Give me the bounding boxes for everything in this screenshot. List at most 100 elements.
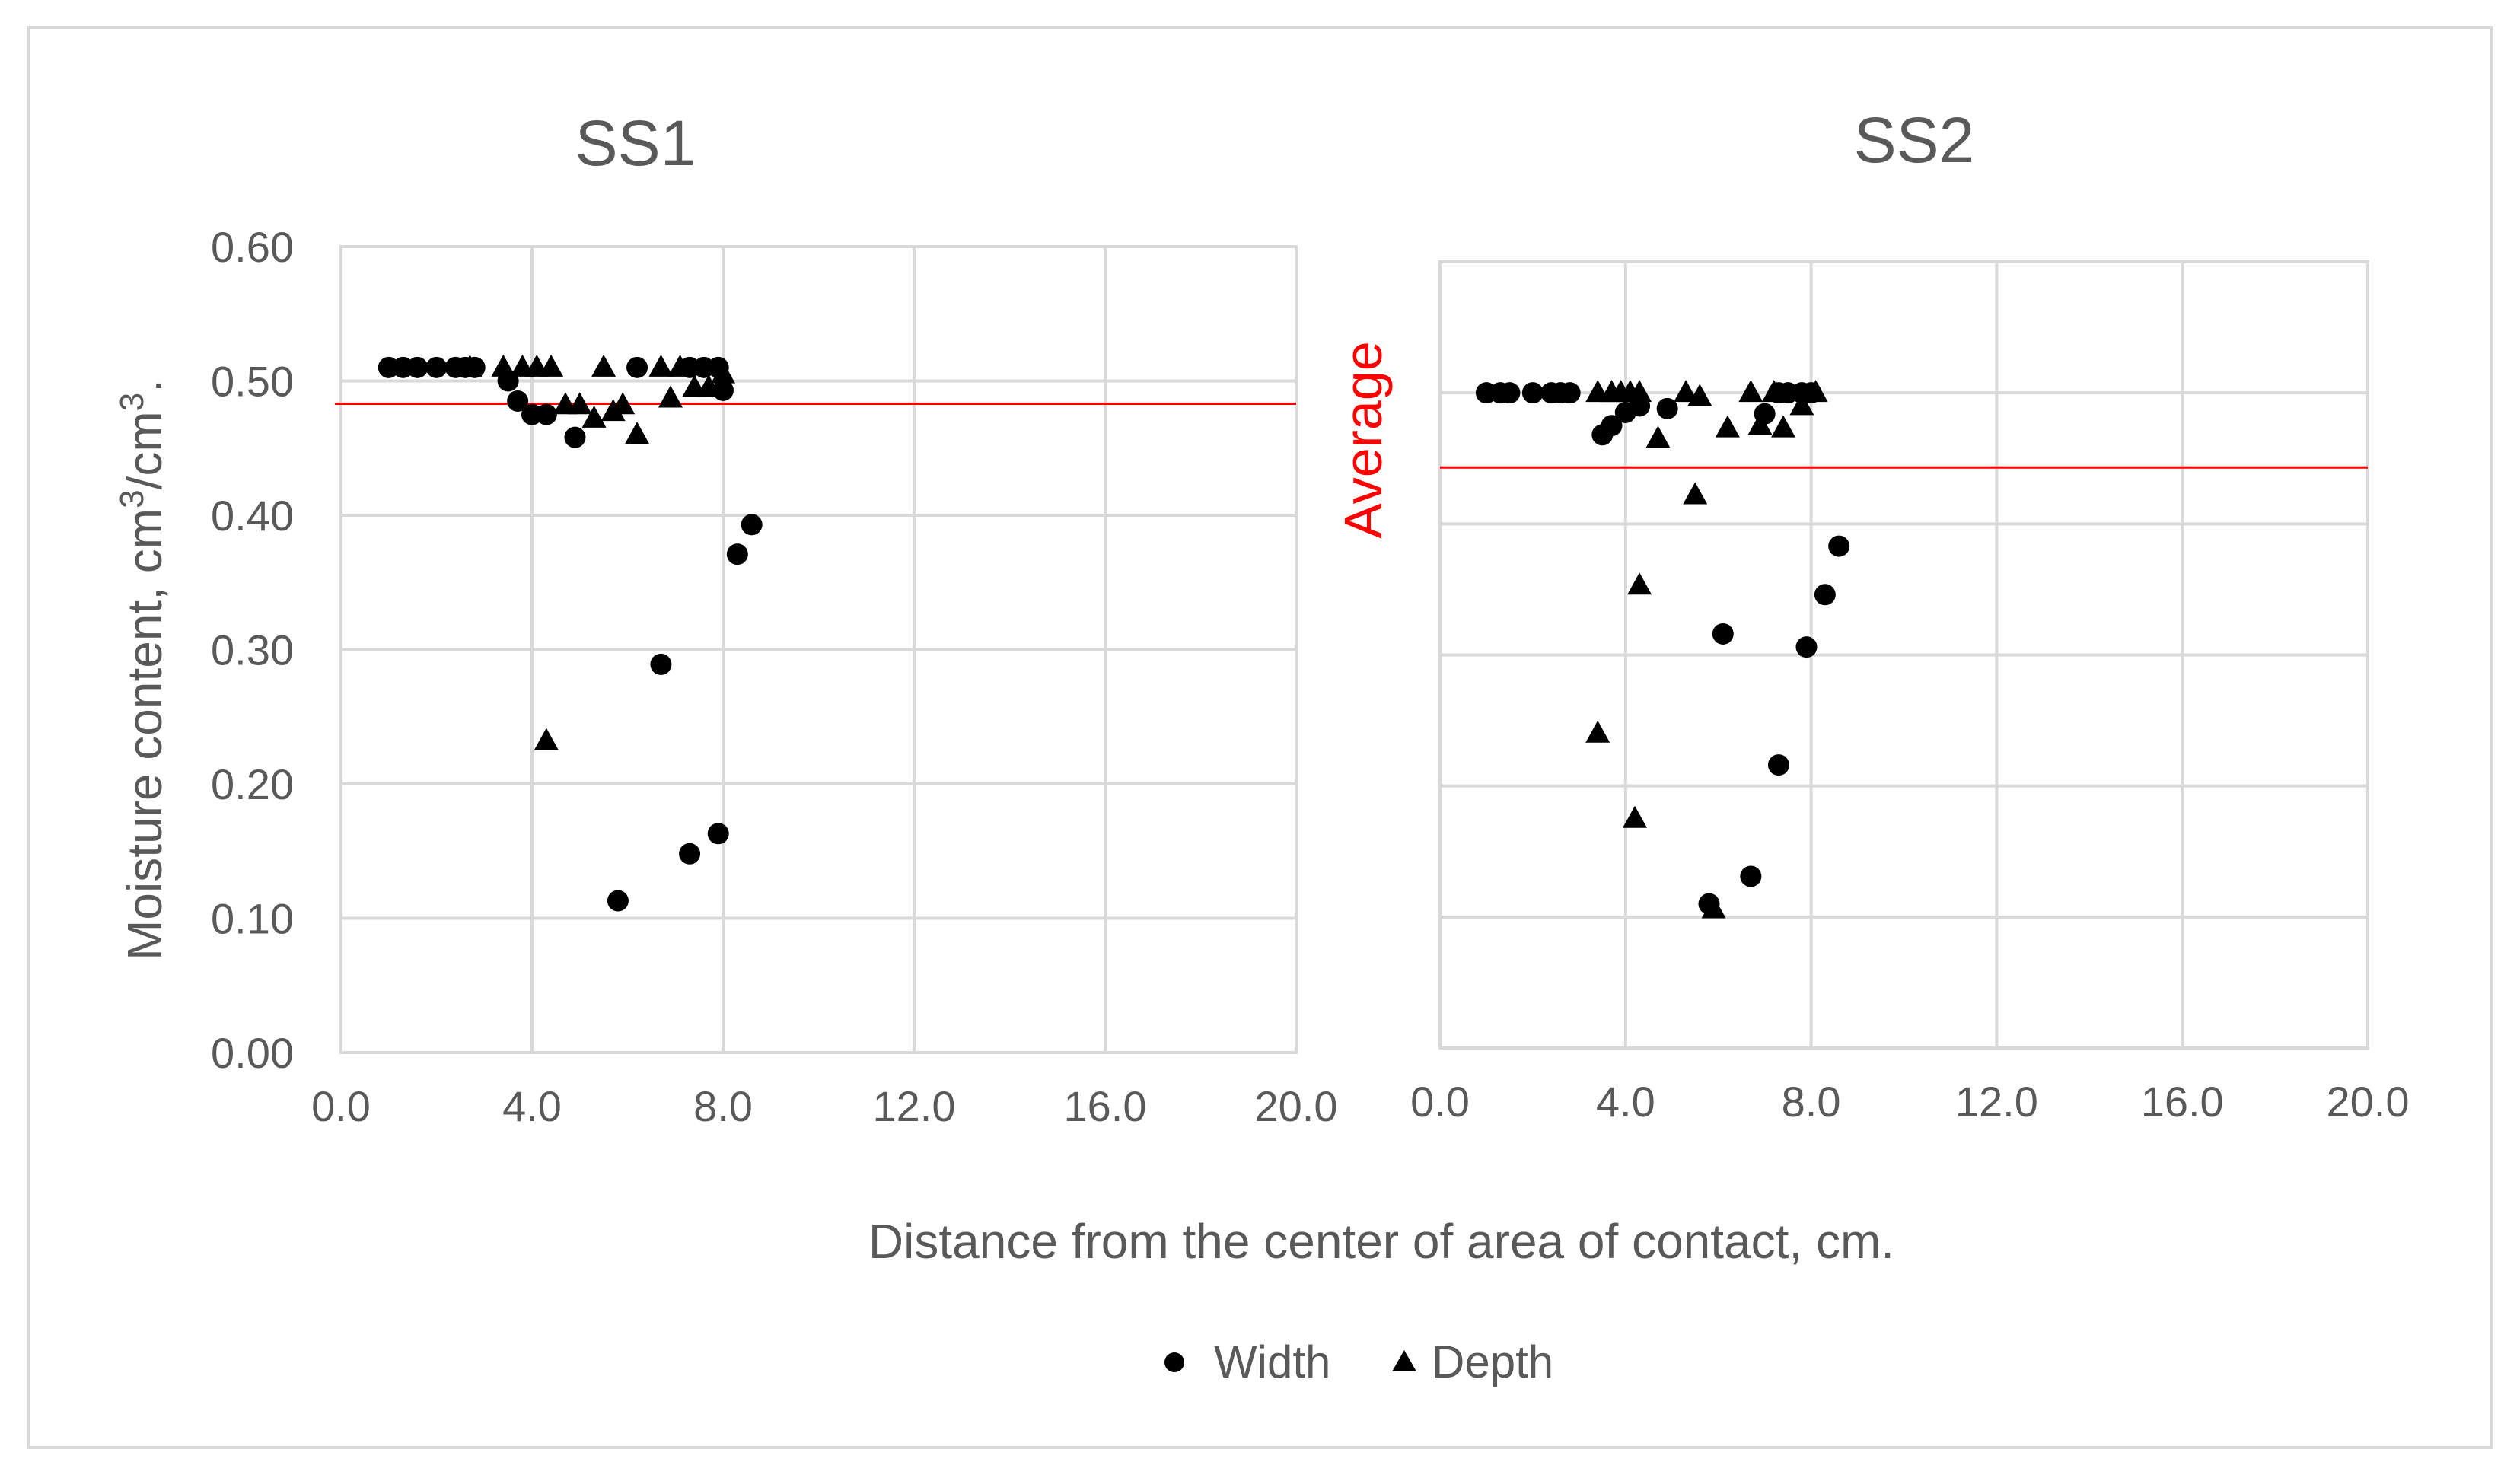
point-width bbox=[679, 843, 701, 865]
point-depth bbox=[1687, 384, 1712, 406]
point-width bbox=[1601, 415, 1623, 437]
point-width bbox=[1521, 382, 1544, 404]
point-width bbox=[535, 403, 557, 425]
chart-ss2: 0.0 4.0 8.0 12.0 16.0 20.0 SS2 bbox=[1410, 104, 2409, 1126]
y-tick-label: 0.10 bbox=[211, 895, 294, 943]
point-width bbox=[564, 426, 586, 448]
average-label: Average bbox=[1333, 341, 1393, 538]
legend-width-label: Width bbox=[1214, 1336, 1330, 1387]
point-width bbox=[1814, 584, 1836, 606]
legend-depth-marker bbox=[1392, 1350, 1416, 1371]
y-tick-label: 0.50 bbox=[211, 358, 294, 406]
x-tick-label: 4.0 bbox=[502, 1082, 562, 1130]
y-axis-label: Moisture content, cm3/cm3. bbox=[113, 379, 172, 960]
point-width bbox=[1559, 382, 1581, 404]
chart-frame bbox=[27, 26, 2493, 1449]
point-depth bbox=[457, 354, 483, 377]
point-depth bbox=[625, 422, 650, 444]
point-depth bbox=[667, 354, 693, 377]
x-tick-label: 12.0 bbox=[1955, 1078, 2038, 1126]
grid-ss1 bbox=[339, 245, 1298, 1054]
y-axis-label-end: . bbox=[117, 379, 172, 393]
point-depth bbox=[1674, 380, 1699, 403]
point-width bbox=[1828, 535, 1850, 557]
point-width bbox=[1795, 636, 1818, 658]
point-width bbox=[1740, 865, 1762, 887]
point-depth bbox=[1789, 393, 1814, 416]
point-depth bbox=[491, 354, 516, 377]
points-ss2 bbox=[1475, 380, 1850, 919]
point-depth bbox=[1761, 380, 1786, 403]
grid-ss2 bbox=[1438, 260, 2369, 1050]
point-width bbox=[707, 823, 729, 845]
legend-depth-label: Depth bbox=[1432, 1336, 1553, 1387]
x-ticks-ss2: 0.0 4.0 8.0 12.0 16.0 20.0 bbox=[1410, 1078, 2409, 1126]
y-axis-label-text: Moisture content, cm bbox=[117, 508, 172, 960]
point-width bbox=[1656, 397, 1678, 419]
chart-title-ss1: SS1 bbox=[575, 107, 696, 179]
points-ss1 bbox=[378, 354, 763, 912]
chart-title-ss2: SS2 bbox=[1854, 104, 1975, 176]
x-tick-label: 16.0 bbox=[2141, 1078, 2224, 1126]
y-axis-label-sup2: 3 bbox=[113, 393, 151, 411]
x-ticks-ss1: 0.0 4.0 8.0 12.0 16.0 20.0 bbox=[311, 1082, 1337, 1130]
x-tick-label: 0.0 bbox=[311, 1082, 371, 1130]
point-depth bbox=[1771, 415, 1796, 438]
point-depth bbox=[1683, 482, 1708, 505]
y-tick-label: 0.20 bbox=[211, 760, 294, 808]
point-width bbox=[406, 356, 428, 378]
x-axis-label: Distance from the center of area of cont… bbox=[868, 1214, 1894, 1269]
x-tick-label: 8.0 bbox=[693, 1082, 753, 1130]
point-width bbox=[741, 514, 763, 536]
plot-area-border bbox=[1438, 260, 2369, 1050]
point-depth bbox=[1803, 380, 1828, 403]
point-depth bbox=[1627, 380, 1652, 403]
x-tick-label: 4.0 bbox=[1596, 1078, 1655, 1126]
point-depth bbox=[567, 392, 592, 415]
point-width bbox=[425, 356, 448, 378]
point-depth bbox=[658, 385, 683, 408]
point-depth bbox=[1715, 415, 1740, 438]
point-depth bbox=[581, 405, 607, 428]
legend: Width Depth bbox=[1164, 1336, 1553, 1387]
point-width bbox=[607, 890, 629, 912]
point-depth bbox=[1738, 380, 1763, 403]
point-depth bbox=[1622, 805, 1647, 828]
point-width bbox=[1499, 382, 1521, 404]
y-tick-label: 0.00 bbox=[211, 1029, 294, 1077]
x-tick-label: 12.0 bbox=[873, 1082, 956, 1130]
point-width bbox=[650, 653, 672, 675]
point-depth bbox=[1747, 413, 1773, 435]
x-tick-label: 20.0 bbox=[1255, 1082, 1338, 1130]
point-width bbox=[1712, 623, 1734, 645]
x-tick-label: 0.0 bbox=[1410, 1078, 1470, 1126]
point-depth bbox=[591, 354, 616, 377]
point-width bbox=[726, 543, 748, 565]
point-depth bbox=[1627, 572, 1652, 595]
y-axis-label-sup1: 3 bbox=[113, 489, 151, 508]
point-depth bbox=[1701, 896, 1726, 919]
chart-ss1: 0.0 4.0 8.0 12.0 16.0 20.0 0.000.100.200.300.… bbox=[211, 107, 1338, 1130]
y-ticks-ss1: 0.00 0.10 0.20 0.30 0.40 0.50 0.60 bbox=[211, 223, 294, 1077]
plot-area-border bbox=[339, 245, 1298, 1054]
point-depth bbox=[539, 354, 564, 377]
point-depth bbox=[610, 392, 636, 415]
point-depth bbox=[696, 374, 722, 397]
y-tick-label: 0.40 bbox=[211, 492, 294, 540]
point-depth bbox=[711, 361, 735, 384]
x-tick-label: 20.0 bbox=[2327, 1078, 2410, 1126]
point-depth bbox=[1585, 720, 1610, 743]
point-depth bbox=[534, 728, 559, 750]
y-tick-label: 0.60 bbox=[211, 223, 294, 271]
legend-width-marker bbox=[1164, 1352, 1184, 1372]
point-depth bbox=[1645, 425, 1671, 448]
y-tick-label: 0.30 bbox=[211, 626, 294, 674]
y-axis-label-mid: /cm bbox=[117, 411, 172, 489]
point-width bbox=[1767, 754, 1789, 776]
x-tick-label: 16.0 bbox=[1064, 1082, 1147, 1130]
point-depth bbox=[648, 354, 674, 377]
point-width bbox=[507, 390, 529, 412]
x-tick-label: 8.0 bbox=[1782, 1078, 1841, 1126]
point-width bbox=[626, 356, 648, 378]
